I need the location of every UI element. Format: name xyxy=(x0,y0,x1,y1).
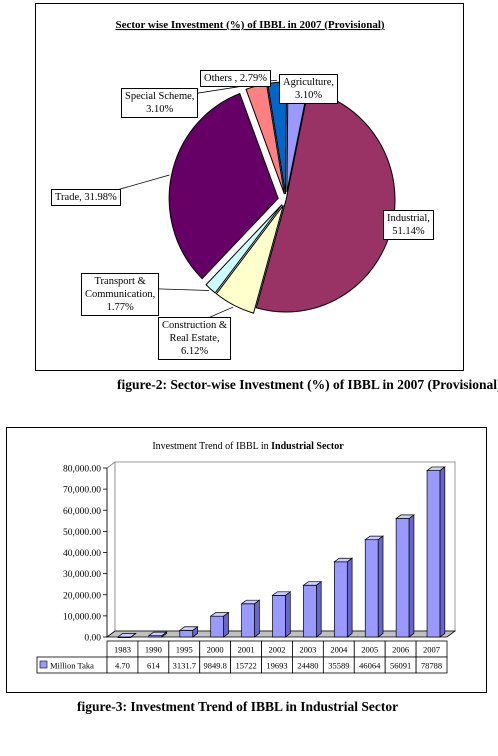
bar-chart-title: Investment Trend of IBBL in Industrial S… xyxy=(152,441,344,452)
figure-2-caption: figure-2: Sector-wise Investment (%) of … xyxy=(117,377,498,392)
legend-swatch xyxy=(39,660,48,669)
pie-label-line: Construction & xyxy=(162,320,228,331)
bar-side xyxy=(161,631,168,638)
x-category-label: 2004 xyxy=(330,645,348,655)
bar-value-label: 15722 xyxy=(235,661,256,671)
y-tick-label: 0.00 xyxy=(84,634,101,644)
bar-front xyxy=(210,615,225,638)
bar-front xyxy=(241,603,255,638)
bar-value-label: 56091 xyxy=(390,661,411,671)
bar-side xyxy=(254,599,260,638)
x-category-label: 2001 xyxy=(238,645,255,655)
pie-label-line: Agriculture, xyxy=(283,77,335,88)
pie-slice-trade xyxy=(168,92,279,280)
pie-label-line: 1.77% xyxy=(106,302,134,313)
legend-series-name: Million Taka xyxy=(50,661,94,671)
bar-side xyxy=(439,466,446,638)
x-category-label: 1995 xyxy=(176,645,193,655)
figure-3-caption: figure-3: Investment Trend of IBBL in In… xyxy=(77,699,399,714)
y-tick-label: 10,000.00 xyxy=(63,612,101,622)
y-tick-label: 70,000.00 xyxy=(63,486,101,496)
y-tick-label: 60,000.00 xyxy=(63,507,101,517)
x-category-label: 2000 xyxy=(207,645,224,655)
pie-label-agriculture: Agriculture, 3.10% xyxy=(279,74,339,104)
bar-side xyxy=(408,514,415,638)
pie-label-trade: Trade, 31.98% xyxy=(51,189,121,206)
pie-label-line: 51.14% xyxy=(392,226,425,237)
bar-side xyxy=(130,632,137,638)
pie-label-construction-real-estate: Construction & Real Estate, 6.12% xyxy=(158,317,232,360)
bar-front xyxy=(179,630,194,638)
bar-side xyxy=(377,535,384,638)
x-category-label: 2007 xyxy=(423,645,440,655)
bar-value-label: 4.70 xyxy=(115,661,130,671)
bar-title-bold: Industrial Sector xyxy=(271,441,344,452)
y-tick-label: 50,000.00 xyxy=(63,528,101,538)
x-category-label: 2006 xyxy=(392,645,409,655)
x-category-label: 2003 xyxy=(299,645,316,655)
x-category-label: 1983 xyxy=(114,645,131,655)
side-wall xyxy=(106,461,116,638)
bar-front xyxy=(333,561,348,638)
pie-label-line: Industrial, xyxy=(387,213,430,224)
bar-front xyxy=(303,584,317,638)
bar-title-prefix: Investment Trend of IBBL in xyxy=(152,441,271,452)
y-tick-label: 80,000.00 xyxy=(63,465,101,475)
x-category-label: 1990 xyxy=(145,645,162,655)
bar-value-label: 3131.7 xyxy=(173,661,196,671)
y-tick-label: 40,000.00 xyxy=(63,549,101,559)
pie-label-line: 3.10% xyxy=(294,90,323,101)
pie-label-line: Trade, 31.98% xyxy=(55,192,117,203)
bar-front xyxy=(426,470,441,638)
pie-slice-transport-communication xyxy=(205,204,283,294)
y-tick-label: 30,000.00 xyxy=(63,570,101,580)
bar-side xyxy=(346,557,353,638)
bar-value-label: 9849.8 xyxy=(203,661,226,671)
bar-chart-frame: Investment Trend of IBBL in Industrial S… xyxy=(6,427,487,693)
bar-value-label: 46064 xyxy=(359,661,381,671)
bar-side xyxy=(285,591,291,638)
pie-chart-frame: Sector wise Investment (%) of IBBL in 20… xyxy=(35,3,464,371)
pie-label-transport-communication: Transport & Communication, 1.77% xyxy=(81,273,160,316)
pie-label-line: Communication, xyxy=(85,289,156,300)
bar-side xyxy=(223,611,229,638)
x-category-label: 2002 xyxy=(269,645,286,655)
pie-label-line: Special Scheme, xyxy=(125,91,195,102)
bar-front xyxy=(272,595,286,638)
bar-value-label: 78788 xyxy=(421,661,442,671)
bar-value-label: 19693 xyxy=(266,661,287,671)
investment-trend-chart: Investment Trend of IBBL in Industrial S… xyxy=(36,441,457,674)
bar-side xyxy=(192,626,198,638)
table-value-cell xyxy=(415,656,448,674)
y-tick-label: 20,000.00 xyxy=(63,591,101,601)
pie-label-line: 6.12% xyxy=(180,346,209,357)
bar-side xyxy=(316,580,322,638)
pie-label-line: 3.10% xyxy=(146,104,174,115)
x-category-label: 2005 xyxy=(361,645,378,655)
pie-slice-construction-real-estate xyxy=(215,205,284,314)
bar-value-label: 35589 xyxy=(328,661,349,671)
pie-label-line: Others , 2.79% xyxy=(204,73,267,84)
pie-label-line: Transport & xyxy=(94,276,146,287)
pie-label-special-scheme: Special Scheme, 3.10% xyxy=(121,88,199,118)
bar-value-label: 24480 xyxy=(297,661,318,671)
bar-front xyxy=(395,518,410,638)
bar-value-label: 614 xyxy=(147,661,161,671)
pie-label-others: Others , 2.79% xyxy=(200,70,271,87)
bar-front xyxy=(364,539,379,638)
pie-label-industrial: Industrial, 51.14% xyxy=(383,210,434,240)
pie-chart-title: Sector wise Investment (%) of IBBL in 20… xyxy=(115,19,384,31)
pie-label-line: Real Estate, xyxy=(169,333,220,344)
